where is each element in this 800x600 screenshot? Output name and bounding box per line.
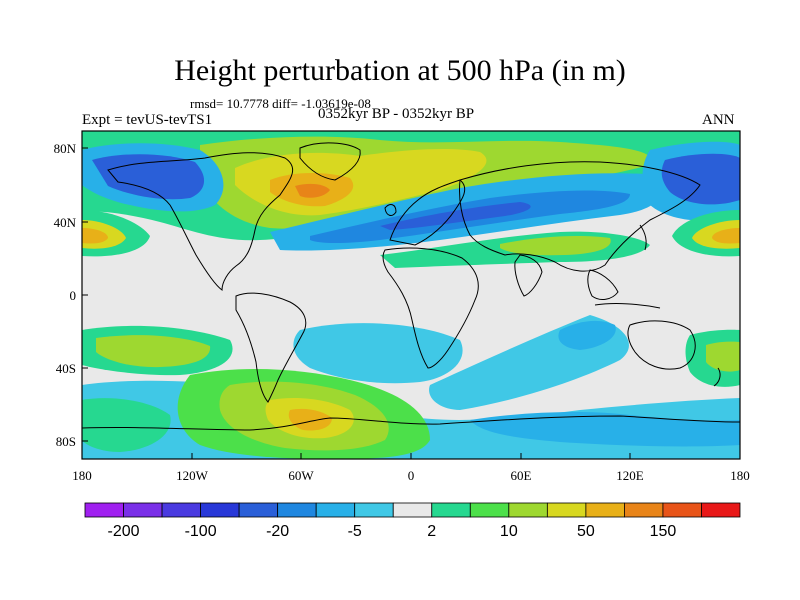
season-label: ANN bbox=[702, 112, 735, 128]
colorbar-box bbox=[161, 502, 201, 518]
field-north-deeporange bbox=[295, 183, 330, 198]
field-southern-midblue bbox=[470, 412, 740, 447]
colorbar-label: -20 bbox=[266, 523, 289, 540]
colorbar-box bbox=[392, 502, 433, 518]
coast-se-asia bbox=[587, 269, 619, 300]
field-aus-yellowgreen bbox=[706, 341, 740, 372]
coast-south-america bbox=[235, 292, 307, 403]
colorbar-box bbox=[508, 502, 548, 518]
lat-label-0: 0 bbox=[70, 288, 77, 303]
coast-australia bbox=[627, 320, 696, 370]
colorbar-label: -100 bbox=[185, 523, 217, 540]
lon-label-180e: 180 bbox=[730, 468, 750, 483]
colorbar-box bbox=[624, 502, 664, 518]
colorbar-label: 10 bbox=[500, 523, 518, 540]
height-field bbox=[82, 131, 740, 459]
period-label: 0352kyr BP - 0352kyr BP bbox=[318, 106, 475, 122]
field-antarctic-orange bbox=[288, 408, 332, 431]
coastlines bbox=[82, 142, 740, 431]
field-swpac-green bbox=[82, 398, 171, 452]
colorbar-label: 150 bbox=[650, 523, 677, 540]
field-nepac-darkblue bbox=[661, 153, 740, 205]
lon-label-60w: 60W bbox=[288, 468, 314, 483]
coast-indonesia bbox=[594, 303, 661, 309]
colorbar-box bbox=[585, 502, 625, 518]
colorbar-box bbox=[431, 502, 471, 518]
longitude-axis: 180 120W 60W 0 60E 120E 180 bbox=[72, 453, 750, 483]
colorbar-label: 2 bbox=[427, 523, 436, 540]
colorbar-box bbox=[200, 502, 240, 518]
lat-label-80n: 80N bbox=[54, 141, 77, 156]
colorbar-box bbox=[546, 502, 587, 518]
colorbar-box bbox=[123, 502, 163, 518]
colorbar-label: -200 bbox=[108, 523, 140, 540]
coast-new-zealand bbox=[713, 367, 721, 387]
lon-label-120w: 120W bbox=[176, 468, 209, 483]
coast-uk bbox=[384, 204, 397, 216]
field-wpac-orange bbox=[82, 228, 108, 244]
lon-label-60e: 60E bbox=[511, 468, 532, 483]
colorbar-box bbox=[354, 502, 394, 518]
coast-africa bbox=[382, 247, 479, 369]
field-spac-yellowgreen bbox=[96, 335, 211, 368]
field-npacific-darkblue bbox=[92, 154, 205, 200]
coast-asia bbox=[459, 161, 701, 272]
field-indian-midblue bbox=[558, 320, 616, 350]
lat-label-40s: 40S bbox=[56, 361, 76, 376]
colorbar-box bbox=[662, 502, 702, 518]
colorbar-box bbox=[315, 502, 356, 518]
lon-label-120e: 120E bbox=[616, 468, 644, 483]
colorbar bbox=[84, 502, 741, 518]
coast-japan bbox=[639, 224, 647, 251]
colorbar-box bbox=[238, 502, 279, 518]
colorbar-label: -5 bbox=[348, 523, 362, 540]
coast-greenland bbox=[299, 142, 361, 181]
lat-label-40n: 40N bbox=[54, 215, 77, 230]
field-subtrop-yellowgreen bbox=[500, 236, 611, 256]
coast-north-america bbox=[107, 152, 294, 291]
lat-label-80s: 80S bbox=[56, 434, 76, 449]
field-epac-orange bbox=[712, 228, 740, 244]
experiment-label: Expt = tevUS-tevTS1 bbox=[82, 112, 213, 128]
coast-antarctica bbox=[82, 415, 740, 431]
colorbar-labels: -200 -100 -20 -5 2 10 50 150 bbox=[108, 523, 677, 540]
lon-label-0: 0 bbox=[408, 468, 415, 483]
colorbar-box bbox=[469, 502, 510, 518]
field-eurasia-deepblue bbox=[380, 202, 531, 230]
colorbar-label: 50 bbox=[577, 523, 595, 540]
plot-title: Height perturbation at 500 hPa (in m) bbox=[174, 54, 626, 87]
stats-label: rmsd= 10.7778 diff= -1.03619e-08 bbox=[190, 96, 371, 111]
coast-india bbox=[514, 254, 543, 297]
colorbar-box bbox=[701, 502, 741, 518]
latitude-axis: 80N 40N 0 40S 80S bbox=[54, 141, 88, 449]
colorbar-box bbox=[84, 502, 124, 518]
colorbar-box bbox=[277, 502, 317, 518]
lon-label-180w: 180 bbox=[72, 468, 92, 483]
field-satl-blue bbox=[293, 323, 463, 384]
